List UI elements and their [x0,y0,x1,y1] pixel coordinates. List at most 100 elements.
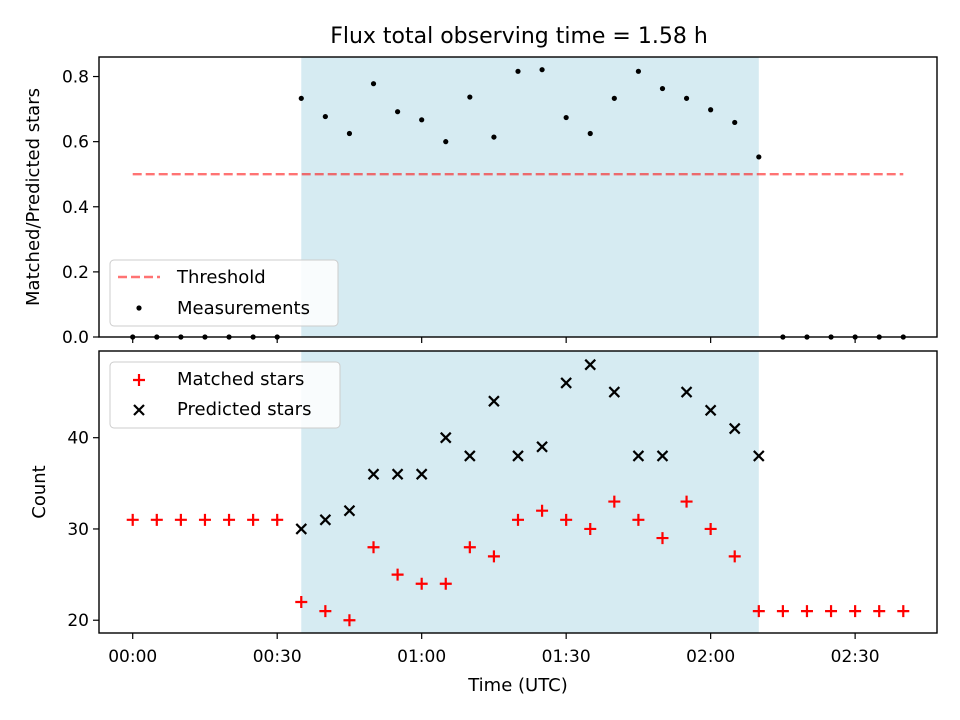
predicted-star-point [560,377,572,389]
top-legend-box [109,259,339,327]
measurements-legend-swatch [136,305,142,311]
matched-star-point [584,522,597,535]
measurement-point [370,81,377,87]
matched-star-point [150,513,163,526]
measurement-point [491,134,497,140]
predicted-star-point [680,386,693,398]
predicted-star-point [632,450,645,462]
predicted-star-point [704,404,717,417]
matched-star-point [656,532,669,545]
bottom-x-tick-label: 00:30 [253,647,302,667]
bottom-x-tick-label: 02:00 [686,647,735,667]
chart-title: Flux total observing time = 1.58 h [330,24,708,49]
bottom-observing-window-shade [301,351,759,633]
predicted-star-point [656,450,669,462]
measurement-point [635,68,642,74]
matched-star-point [849,605,862,618]
matched-star-point [752,605,765,618]
measurement-point [346,130,353,137]
matched-star-point [512,513,524,526]
matched-star-point [367,541,380,554]
predicted-star-point [391,468,404,480]
matched-star-point [391,568,404,581]
matched-star-point [343,614,356,627]
predicted-legend-swatch [133,404,145,416]
bottom-legend: Matched stars Predicted stars [109,361,341,429]
bottom-y-tick-label: 30 [67,520,89,540]
bottom-y-tick-label: 40 [67,429,89,449]
measurement-point [611,95,617,101]
measurement-point [515,68,521,74]
measurement-point [659,85,666,92]
top-y-axis-label: Matched/Predicted stars [23,88,44,306]
matched-star-point [247,513,260,526]
matched-star-point [680,495,693,508]
bottom-y-tick-label: 20 [67,611,89,631]
measurement-point [394,109,401,115]
matched-star-point [897,605,910,618]
bottom-x-tick-label: 01:30 [542,647,591,667]
top-y-tick-label: 0.2 [62,263,89,283]
matched-star-point [198,513,211,526]
predicted-star-point [343,504,356,517]
top-legend: Threshold Measurements [109,259,339,327]
predicted-star-point [536,441,548,453]
matched-star-point [319,605,332,618]
bottom-legend-box [109,361,341,429]
matched-star-point [439,577,452,590]
predicted-star-point [295,523,308,535]
predicted-star-point [512,450,524,462]
bottom-x-tick-label: 00:00 [108,647,157,667]
top-y-tick-label: 0.8 [62,68,89,88]
predicted-star-point [488,395,500,407]
matched-star-point [825,605,838,618]
matched-star-point [223,513,236,526]
bottom-axes-frame [98,350,938,634]
matched-star-point [174,513,187,526]
predicted-star-point [753,450,765,462]
x-axis-label: Time (UTC) [467,675,568,696]
top-panel-ratio-plot [130,67,906,340]
predicted-star-point [319,514,332,526]
matched-star-point [873,605,886,618]
matched-star-point [560,513,573,526]
predicted-star-point [728,422,741,435]
matched-star-point [728,550,741,563]
top-axes-ticks: 0.0 0.2 0.4 0.6 0.8 [62,68,856,348]
measurement-point [587,130,593,137]
matched-star-point [295,595,308,608]
bottom-x-tick-label: 02:30 [831,647,880,667]
measurement-point [539,67,545,73]
top-y-tick-label: 0.0 [62,328,89,348]
predicted-star-point [464,450,476,462]
predicted-star-point [608,386,621,398]
top-y-tick-label: 0.4 [62,198,89,218]
matched-star-point [632,513,645,526]
matched-star-point [271,513,284,526]
matched-star-point [704,522,717,535]
measurement-point [683,95,690,101]
measurement-point [756,154,762,160]
predicted-star-point [415,468,428,480]
predicted-star-point [439,431,452,444]
matched-star-point [536,504,549,517]
observing-window-band [301,351,759,633]
measurement-point [298,95,304,101]
bottom-axes-ticks: 20 30 40 00:00 00:30 01:00 01:30 02:00 02:30 [67,429,879,667]
matched-legend-swatch [133,374,145,386]
top-axes-frame [98,56,938,338]
observing-window-band [301,57,759,337]
measurement-point [467,94,473,100]
predicted-star-point [367,468,380,480]
matched-star-point [800,605,813,618]
measurement-point [419,117,425,123]
measurement-point [563,114,569,121]
matched-star-point [463,541,476,554]
predicted-legend-label: Predicted stars [177,399,311,420]
matched-star-point [776,605,789,618]
matched-star-point [608,495,621,508]
bottom-x-tick-label: 01:00 [397,647,446,667]
matched-star-point [126,513,139,526]
measurement-point [732,119,738,126]
predicted-star-point [584,358,597,371]
